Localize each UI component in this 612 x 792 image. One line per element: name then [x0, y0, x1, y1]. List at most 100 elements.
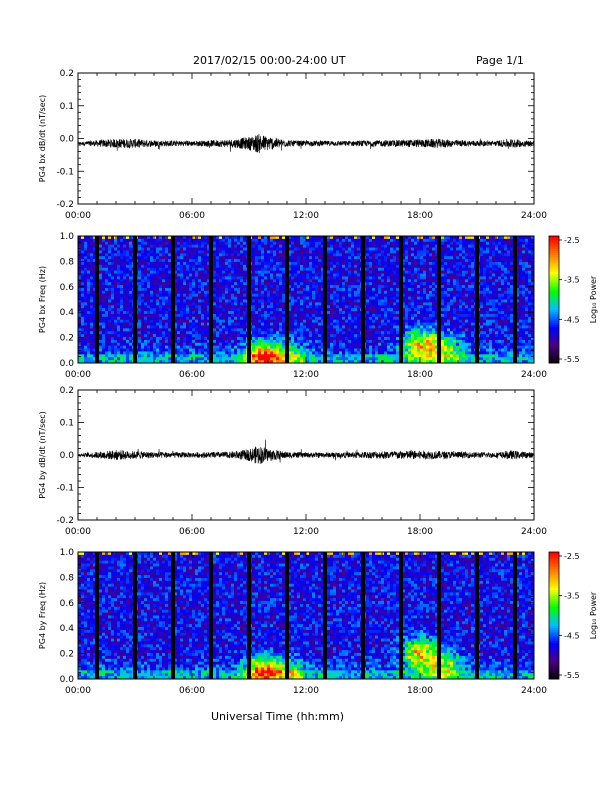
spectrogram-cell [111, 331, 115, 335]
spectrogram-cell [165, 357, 169, 361]
spectrogram-cell [297, 325, 301, 329]
spectrogram-cell [255, 348, 259, 352]
spectrogram-cell [357, 282, 361, 286]
spectrogram-cell [333, 322, 337, 326]
spectrogram-cell [99, 322, 103, 326]
spectrogram-cell [90, 331, 94, 335]
spectrogram-cell [405, 250, 409, 254]
spectrogram-cell [219, 302, 223, 306]
spectrogram-cell [393, 256, 397, 260]
spectrogram-cell [390, 337, 394, 341]
spectrogram-cell [267, 322, 271, 326]
spectrogram-cell [93, 328, 97, 332]
spectrogram-cell [192, 328, 196, 332]
spectrogram-cell [318, 331, 322, 335]
spectrogram-cell [201, 287, 205, 292]
spectrogram-cell [174, 311, 178, 315]
spectrogram-cell [315, 342, 319, 347]
spectrogram-cell [156, 319, 160, 323]
spectrogram-cell [243, 331, 247, 335]
spectrogram-cell [357, 313, 361, 318]
spectrogram-cell [288, 328, 292, 332]
spectrogram-cell [138, 337, 142, 341]
spectrogram-cell [294, 247, 298, 251]
spectrogram-cell [90, 287, 94, 292]
spectrogram-cell [243, 351, 247, 355]
spectrogram-cell [312, 348, 316, 352]
spectrogram-cell [378, 342, 382, 347]
spectrogram-cell [225, 316, 229, 321]
spectrogram-cell [156, 285, 160, 289]
spectrogram-cell [165, 345, 169, 349]
spectrogram-cell [258, 250, 262, 254]
spectrogram-cell [237, 296, 241, 300]
spectrogram-cell [258, 279, 262, 283]
spectrogram-cell [402, 241, 406, 246]
spectrogram-cell [366, 316, 370, 321]
spectrogram-cell [216, 316, 220, 321]
spectrogram-cell [114, 296, 118, 300]
spectrogram-cell [81, 339, 85, 344]
spectrogram-cell [300, 259, 304, 263]
spectrogram-cell [228, 250, 232, 254]
spectrogram-cell [366, 328, 370, 332]
spectrogram-cell [405, 334, 409, 338]
spectrogram-cell [240, 285, 244, 289]
spectrogram-cell [297, 279, 301, 283]
spectrogram-cell [186, 293, 190, 298]
spectrogram-cell [177, 299, 181, 303]
spectrogram-cell [354, 264, 358, 269]
spectrogram-cell [387, 302, 391, 306]
spectrogram-cell [258, 351, 262, 355]
spectrogram-cell [186, 319, 190, 323]
spectrogram-cell [309, 328, 313, 332]
spectrogram-cell [375, 241, 379, 246]
spectrogram-cell [108, 322, 112, 326]
spectrogram-cell [201, 241, 205, 246]
spectrogram-cell [177, 287, 181, 292]
spectrogram-cell [255, 319, 259, 323]
spectrogram-cell [228, 357, 232, 361]
spectrogram-cell [81, 253, 85, 257]
spectrogram-cell [315, 276, 319, 280]
spectrogram-cell [186, 247, 190, 251]
spectrogram-cell [207, 285, 211, 289]
spectrogram-cell [192, 287, 196, 292]
spectrogram-cell [78, 256, 82, 260]
spectrogram-cell [345, 305, 349, 309]
spectrogram-cell [393, 264, 397, 269]
spectrogram-cell [102, 290, 106, 295]
spectrogram-cell [288, 334, 292, 338]
spectrogram-cell [105, 319, 109, 323]
spectrogram-cell [348, 342, 352, 347]
spectrogram-cell [264, 238, 268, 243]
spectrogram-cell [162, 256, 166, 260]
spectrogram-cell [267, 256, 271, 260]
spectrogram-cell [291, 290, 295, 295]
spectrogram-cell [261, 276, 265, 280]
spectrogram-cell [270, 319, 274, 323]
spectrogram-cell [93, 238, 97, 243]
spectrogram-cell [165, 313, 169, 318]
spectrogram-cell [174, 342, 178, 347]
spectrogram-cell [270, 299, 274, 303]
spectrogram-cell [258, 264, 262, 269]
spectrogram-cell [192, 290, 196, 295]
spectrogram-cell [111, 273, 115, 277]
spectrogram-cell [237, 339, 241, 344]
spectrogram-cell [99, 296, 103, 300]
spectrogram-cell [99, 250, 103, 254]
spectrogram-cell [84, 244, 88, 248]
spectrogram-cell [126, 351, 130, 355]
spectrogram-cell [156, 348, 160, 352]
spectrogram-cell [195, 331, 199, 335]
spectrogram-cell [396, 308, 400, 312]
spectrogram-cell [294, 339, 298, 344]
spectrogram-cell [90, 279, 94, 283]
spectrogram-cell [156, 270, 160, 274]
spectrogram-cell [240, 276, 244, 280]
spectrogram-cell [219, 238, 223, 243]
spectrogram-cell [339, 337, 343, 341]
spectrogram-cell [312, 261, 316, 266]
spectrogram-cell [180, 285, 184, 289]
